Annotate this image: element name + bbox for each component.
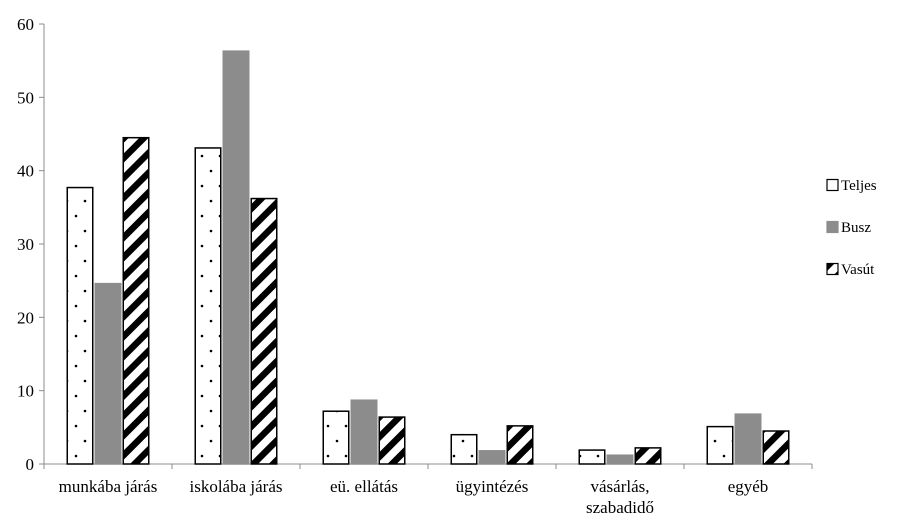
bar-vasút <box>762 430 790 465</box>
y-tick-label: 40 <box>17 162 34 181</box>
legend-swatch-busz <box>826 220 839 234</box>
y-tick-label: 50 <box>17 88 34 107</box>
bar-busz <box>606 454 634 465</box>
legend: Teljes Busz Vasút <box>826 178 877 278</box>
bar-vasút <box>634 447 662 465</box>
bar-teljes <box>66 186 94 465</box>
y-tick-label: 10 <box>17 382 34 401</box>
legend-label-busz: Busz <box>841 220 871 236</box>
y-tick-label: 20 <box>17 308 34 327</box>
legend-swatch-teljes <box>826 178 839 192</box>
bar-vasút <box>378 416 406 465</box>
bar-teljes <box>578 449 606 465</box>
x-category-label: vásárlás, szabadidő <box>586 477 654 517</box>
x-category-label: iskolába járás <box>190 477 283 496</box>
bar-busz <box>222 50 250 465</box>
y-tick-label: 60 <box>17 15 34 34</box>
axis-labels: 0 10 20 30 40 50 60 munkába járás iskolába járás… <box>17 15 768 517</box>
x-category-label: ügyintézés <box>456 477 529 496</box>
bars <box>66 50 790 465</box>
bar-teljes <box>322 410 350 465</box>
legend-swatch-vasút <box>826 262 839 276</box>
bar-busz <box>350 399 378 465</box>
legend-label-vasút: Vasút <box>841 262 875 278</box>
bar-teljes <box>450 433 478 465</box>
bar-vasút <box>122 136 150 465</box>
legend-label-teljes: Teljes <box>841 178 877 194</box>
bar-busz <box>478 450 506 465</box>
y-tick-label: 0 <box>26 455 35 474</box>
bar-busz <box>94 282 122 465</box>
y-tick-label: 30 <box>17 235 34 254</box>
x-category-label: egyéb <box>728 477 769 496</box>
bar-vasút <box>250 197 278 465</box>
x-category-label: eü. ellátás <box>330 477 398 496</box>
bar-vasút <box>506 425 534 465</box>
bar-teljes <box>194 147 222 465</box>
bar-teljes <box>706 425 734 465</box>
x-category-label: munkába járás <box>59 477 158 496</box>
bar-busz <box>734 413 762 465</box>
axes <box>39 23 813 469</box>
